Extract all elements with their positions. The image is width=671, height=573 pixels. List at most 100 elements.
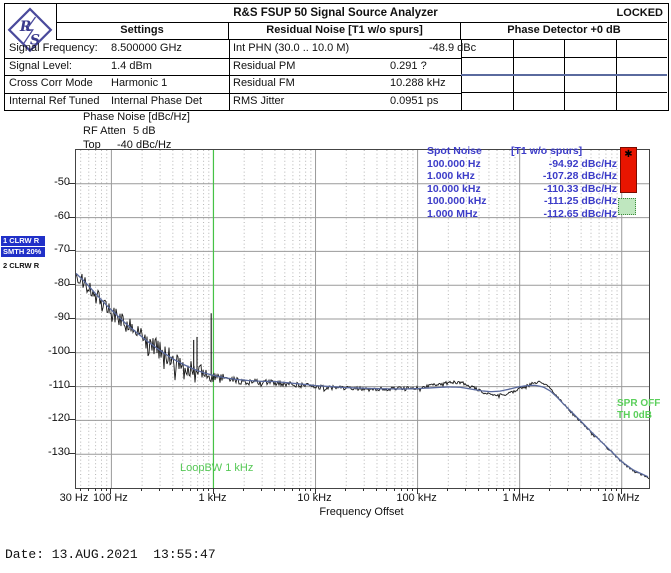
- x-axis-label: 1 MHz: [502, 492, 535, 504]
- x-axis-minor-tick: [243, 488, 245, 491]
- residual-noise-table-title: Residual Noise [T1 w/o spurs]: [229, 22, 461, 40]
- x-axis-minor-tick: [549, 488, 551, 491]
- chart-title: Phase Noise [dBc/Hz]: [83, 111, 190, 123]
- y-axis-label: -80: [54, 277, 70, 290]
- x-axis-label: 30 Hz: [59, 492, 89, 504]
- x-axis-minor-tick: [604, 488, 606, 491]
- x-axis-minor-tick: [105, 488, 107, 491]
- rf-atten-value: 5 dB: [133, 125, 156, 137]
- x-axis-label: 10 MHz: [601, 492, 640, 504]
- x-axis-minor-tick: [508, 488, 510, 491]
- table-row: Cross Corr Mode Harmonic 1: [5, 75, 230, 94]
- logo-letter-r: R: [19, 19, 31, 35]
- spot-noise-offset: 100.000 kHz: [427, 195, 487, 207]
- x-axis-minor-tick: [590, 488, 591, 491]
- window-title: R&S FSUP 50 Signal Source Analyzer: [233, 7, 438, 19]
- x-axis-minor-tick: [171, 488, 173, 491]
- y-axis-label: -90: [54, 311, 70, 323]
- x-axis-title: Frequency Offset: [319, 506, 404, 518]
- x-axis-minor-tick: [207, 488, 209, 491]
- x-axis-minor-tick: [610, 488, 612, 491]
- spot-noise-offset: 10.000 kHz: [427, 182, 481, 195]
- spot-noise-header-row: Spot Noise [T1 w/o spurs]: [427, 145, 619, 158]
- spot-noise-row: 100.000 Hz -94.92 dBc/Hz: [427, 158, 619, 171]
- x-axis-minor-tick: [502, 488, 504, 491]
- top-level-value: -40 dBc/Hz: [117, 139, 172, 151]
- row-value: 0.0951 ps: [390, 94, 439, 107]
- x-axis-minor-tick: [202, 488, 204, 491]
- x-axis-minor-tick: [487, 488, 489, 491]
- row-value: Harmonic 1: [111, 77, 168, 89]
- asterisk-icon: ✱: [624, 149, 633, 160]
- settings-table-title: Settings: [56, 22, 229, 40]
- threshold-box-icon: [618, 198, 636, 215]
- spot-noise-table: Spot Noise [T1 w/o spurs] 100.000 Hz -94.92…: [427, 145, 619, 220]
- row-label: Internal Ref Tuned: [9, 94, 100, 107]
- x-axis-label: 1 kHz: [198, 492, 227, 504]
- row-label: Cross Corr Mode: [9, 77, 93, 89]
- x-axis-decade-tick: [620, 488, 622, 494]
- trace1-smoothing-badge: SMTH 20%: [1, 247, 45, 257]
- x-axis-label: 100 kHz: [396, 492, 437, 504]
- y-axis-tick: [69, 385, 75, 387]
- x-axis-minor-tick: [598, 488, 600, 491]
- spot-noise-offset: 100.000 Hz: [427, 157, 481, 170]
- row-value: 8.500000 GHz: [111, 42, 182, 54]
- trace2-raw: [76, 273, 649, 480]
- table-row: Residual PM 0.291 ?: [229, 57, 462, 76]
- x-axis-minor-tick: [261, 488, 263, 491]
- x-axis-label: 10 kHz: [297, 492, 332, 504]
- x-axis-minor-tick: [309, 488, 311, 491]
- row-value: 1.4 dBm: [111, 59, 152, 72]
- table-row: Internal Ref Tuned Internal Phase Det: [5, 92, 230, 110]
- y-axis-label: -130: [47, 446, 70, 459]
- x-axis-decade-tick: [314, 488, 316, 494]
- x-axis-minor-tick: [159, 488, 161, 491]
- spot-noise-offset: 1.000 kHz: [427, 170, 475, 182]
- spot-noise-level: -111.25 dBc/Hz: [544, 195, 617, 207]
- row-value: 10.288 kHz: [390, 77, 446, 89]
- table-row: RMS Jitter 0.0951 ps: [229, 92, 462, 110]
- x-axis-minor-tick: [400, 488, 402, 491]
- spot-noise-level: -112.65 dBc/Hz: [543, 207, 617, 220]
- spot-noise-level: [T1 w/o spurs]: [511, 145, 583, 157]
- x-axis-minor-tick: [189, 488, 191, 491]
- phase-detector-cell: [512, 40, 564, 58]
- row-value: -48.9 dBc: [429, 42, 477, 54]
- title-bar: [56, 4, 667, 23]
- phase-detector-cell: [615, 75, 667, 93]
- row-label: Int PHN (30.0 .. 10.0 M): [233, 42, 350, 54]
- spot-noise-row: 10.000 kHz -110.33 dBc/Hz: [427, 183, 619, 196]
- y-axis-label: -60: [54, 209, 70, 222]
- phase-detector-cell: [461, 93, 513, 111]
- spur-marker-icon: ✱: [620, 147, 637, 193]
- x-axis-decade-tick: [110, 488, 112, 494]
- x-axis-minor-tick: [283, 488, 285, 491]
- phase-detector-cell: [564, 75, 616, 93]
- phase-detector-cell: [461, 58, 513, 75]
- phase-detector-cell: [564, 57, 616, 75]
- x-axis-minor-tick: [514, 488, 515, 491]
- x-axis-minor-tick: [406, 488, 408, 491]
- phase-detector-cell: [564, 92, 616, 110]
- rs-logo-icon: R S: [7, 7, 53, 53]
- phase-detector-cell: [615, 40, 667, 58]
- spot-noise-level: -107.28 dBc/Hz: [542, 170, 617, 182]
- rf-atten-label: RF Atten: [83, 125, 126, 137]
- x-axis-minor-tick: [345, 488, 347, 491]
- x-axis-minor-tick: [304, 488, 306, 491]
- spot-noise-level: -110.33 dBc/Hz: [543, 182, 617, 195]
- y-axis-tick: [69, 250, 75, 252]
- phase-detector-cell: [461, 75, 513, 93]
- x-axis-minor-tick: [141, 488, 143, 491]
- chart-header: Phase Noise [dBc/Hz] RF Atten 5 dB Top -…: [83, 110, 303, 154]
- row-label: RMS Jitter: [233, 94, 285, 107]
- x-axis-minor-tick: [385, 488, 387, 491]
- phase-detector-cell: [512, 75, 564, 93]
- x-axis-minor-tick: [567, 488, 569, 491]
- phase-detector-cell: [615, 92, 668, 110]
- y-axis-label: -50: [54, 175, 70, 188]
- y-axis-tick: [69, 216, 75, 218]
- spot-noise-offset: Spot Noise: [427, 145, 482, 157]
- x-axis-minor-tick: [580, 488, 582, 491]
